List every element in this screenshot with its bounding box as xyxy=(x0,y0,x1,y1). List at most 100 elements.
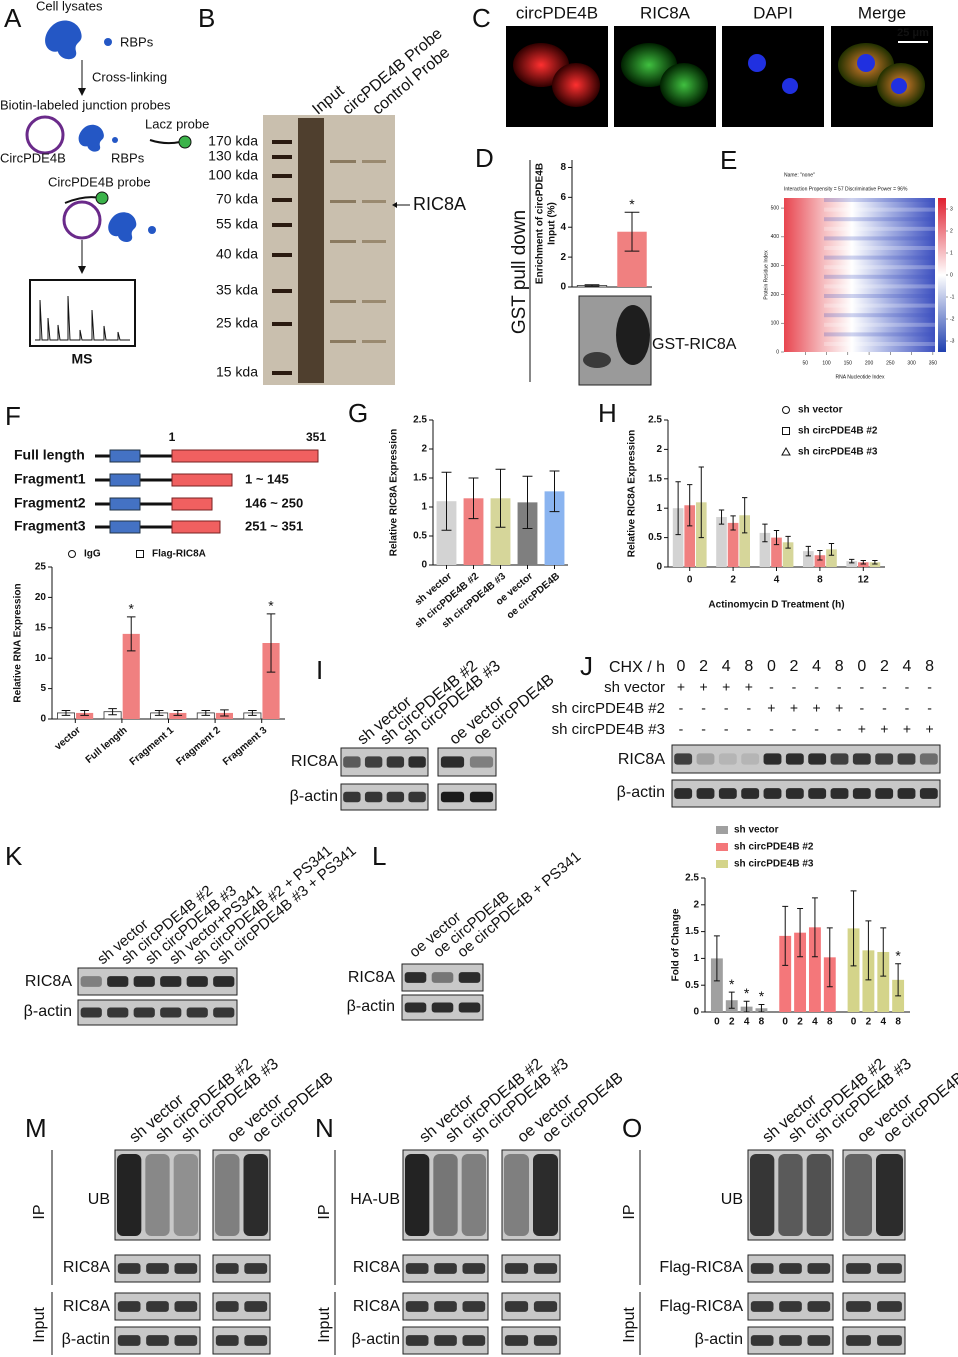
input-label: Input xyxy=(621,1307,638,1343)
significance: * xyxy=(729,976,735,992)
blot-band xyxy=(215,1301,239,1312)
x-tick-label: Fragment 1 xyxy=(128,725,177,768)
y-tick-label: 0 xyxy=(40,714,46,725)
blot-band xyxy=(364,756,383,768)
x-tick-label: 8 xyxy=(895,1017,901,1028)
lane-label: oe circPDE4B + PS341 xyxy=(454,848,584,961)
time-label: 0 xyxy=(677,658,686,675)
panel-label: A xyxy=(4,3,22,33)
blot-band xyxy=(107,976,129,987)
error-bar xyxy=(742,497,748,534)
row-label: RIC8A xyxy=(353,1298,400,1315)
blot-band xyxy=(174,1263,198,1274)
significance: * xyxy=(268,598,274,614)
y-tick-label: 5 xyxy=(40,683,46,694)
blot-band xyxy=(117,1335,141,1346)
band-label: RIC8A xyxy=(413,194,466,214)
error-bar xyxy=(220,709,229,717)
y-tick-label: 2 xyxy=(560,252,566,263)
step-label: RBPs xyxy=(120,34,154,49)
heatmap-subtitle: Interaction Propensity = 57 Discriminati… xyxy=(784,186,908,192)
error-bar xyxy=(805,545,811,557)
blot-band xyxy=(133,976,155,987)
x-tick-label: 150 xyxy=(844,360,853,366)
error-bar xyxy=(266,613,276,673)
arrowhead xyxy=(78,266,86,274)
legend-label: sh circPDE4B #2 xyxy=(798,426,878,437)
ub-smear xyxy=(405,1154,430,1236)
x-axis-label: RNA Nucleotide Index xyxy=(836,374,885,380)
panel-label: L xyxy=(372,841,386,871)
ub-smear xyxy=(461,1154,486,1236)
error-bar xyxy=(713,935,720,982)
blot-band xyxy=(807,1301,831,1312)
bar xyxy=(672,508,684,567)
time-label: 4 xyxy=(722,658,731,675)
step-label: CircPDE4B probe xyxy=(48,174,151,189)
blot-band xyxy=(405,1301,429,1312)
error-bar xyxy=(441,471,452,531)
heatmap-stripe xyxy=(824,274,935,279)
ip-label: IP xyxy=(621,1204,638,1219)
ub-smear xyxy=(173,1154,198,1236)
y-tick-label: 100 xyxy=(771,321,780,327)
bar xyxy=(684,505,696,567)
sign: - xyxy=(837,721,842,737)
gel-band xyxy=(330,340,356,343)
panel-label: J xyxy=(580,651,593,681)
bar xyxy=(869,562,881,567)
blot-band xyxy=(674,753,693,765)
y-axis-label: Relative RNA Expression xyxy=(13,583,24,702)
bar xyxy=(517,502,538,565)
blot-band xyxy=(583,352,611,368)
biotin-icon xyxy=(178,135,192,149)
position-label: 1 xyxy=(169,430,176,444)
blot-band xyxy=(440,791,465,803)
y-tick-label: 2 xyxy=(656,444,662,455)
sign: + xyxy=(903,721,911,737)
row-label: UB xyxy=(88,1191,110,1208)
sign: + xyxy=(880,721,888,737)
error-bar xyxy=(762,523,768,543)
error-bar xyxy=(584,284,600,287)
blot-band xyxy=(852,753,871,765)
blot-band xyxy=(408,791,426,803)
bar xyxy=(716,517,727,567)
error-bar xyxy=(782,905,789,966)
legend-marker xyxy=(781,446,791,456)
legend-marker xyxy=(136,550,144,558)
error-bar xyxy=(522,475,533,529)
circrna-icon xyxy=(25,115,65,155)
panel-label: B xyxy=(198,3,215,33)
significance: * xyxy=(744,985,750,1001)
blot-band xyxy=(434,1263,457,1274)
ub-smear xyxy=(243,1154,268,1236)
heatmap-stripe xyxy=(824,332,935,337)
blot-band xyxy=(458,1002,481,1013)
panel-label: C xyxy=(472,3,491,33)
blot-band xyxy=(343,791,361,803)
blot-band xyxy=(462,1301,486,1312)
y-axis-label: Fold of Change xyxy=(671,908,682,981)
y-tick-label: 2 xyxy=(693,899,699,910)
sign: - xyxy=(701,721,706,737)
ub-smear xyxy=(806,1154,831,1236)
significance: * xyxy=(895,947,901,963)
input-label: Input xyxy=(316,1307,333,1343)
blot-band xyxy=(875,788,894,799)
blot-band xyxy=(434,1335,457,1346)
legend-label: sh circPDE4B #3 xyxy=(734,859,814,870)
step-label: Cell lysates xyxy=(36,0,103,13)
blot-band xyxy=(919,788,938,799)
x-tick-label: 8 xyxy=(817,575,823,586)
x-tick-label: 0 xyxy=(782,1017,788,1028)
error-bar xyxy=(849,558,855,564)
error-bar xyxy=(860,560,866,565)
bar xyxy=(463,498,484,565)
bar xyxy=(857,562,869,567)
blot-band xyxy=(779,1335,802,1346)
blot-band xyxy=(117,1301,141,1312)
domain-box xyxy=(109,473,141,487)
x-tick-label: 4 xyxy=(880,1017,886,1028)
sign: + xyxy=(835,700,843,716)
